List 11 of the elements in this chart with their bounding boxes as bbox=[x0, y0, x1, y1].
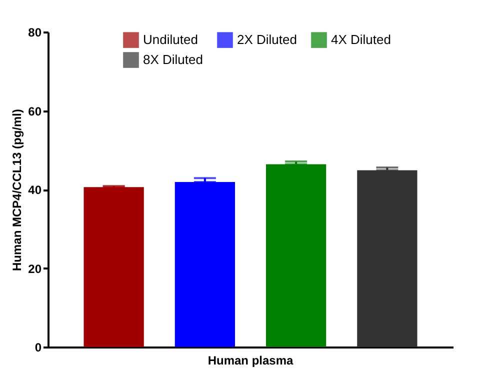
y-axis-title: Human MCP4/CCL13 (pg/ml) bbox=[10, 108, 24, 272]
legend-label: 8X Diluted bbox=[143, 52, 203, 67]
y-tick-label: 0 bbox=[34, 340, 42, 354]
x-tick-label: Human plasma bbox=[208, 354, 294, 368]
legend-label: 4X Diluted bbox=[331, 32, 391, 48]
y-tick-label: 40 bbox=[28, 183, 42, 197]
y-tick-label: 20 bbox=[28, 262, 42, 276]
legend-label: Undiluted bbox=[143, 32, 198, 48]
y-tick-label: 60 bbox=[28, 104, 42, 118]
legend-label: 2X Diluted bbox=[237, 32, 297, 48]
y-tick-label: 80 bbox=[28, 26, 42, 40]
